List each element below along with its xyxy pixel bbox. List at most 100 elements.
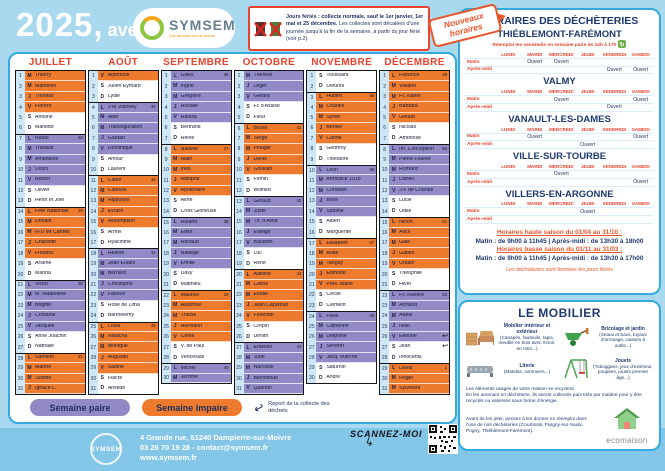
day-letter: M — [27, 83, 32, 90]
mobilier-category-desc: (Toboggans, jeux d'extérieur, poupées, j… — [593, 363, 653, 380]
day-cells: D Venceslas — [170, 352, 231, 364]
calendar-day: 28 M Jude — [234, 352, 304, 364]
crossed-bin-icon — [254, 21, 267, 37]
day-saint-name: Aude — [326, 250, 339, 256]
day-number: 30 — [161, 373, 171, 384]
calendar-day: 6 M Transfiguration — [88, 123, 158, 134]
day-cells: M Brigitte — [25, 300, 85, 312]
calendar-day: 14 J Evrard — [88, 206, 158, 218]
day-letter: L — [173, 72, 177, 79]
schedule-closed-cell — [574, 216, 601, 224]
schedule-open-cell: Ouvert — [601, 67, 628, 75]
calendar-day: 21 L Victor 30 — [16, 279, 85, 291]
day-number: 5 — [161, 112, 171, 124]
day-saint-name: Brice — [326, 198, 339, 204]
day-saint-name: Sabine — [107, 365, 124, 371]
day-number: 26 — [88, 331, 98, 343]
day-letter: D — [100, 93, 105, 100]
day-number: 28 — [161, 352, 171, 364]
day-cells: M Roger — [389, 373, 449, 385]
day-letter: M — [173, 312, 178, 319]
day-number: 6 — [161, 123, 171, 134]
day-saint-name: René — [253, 260, 266, 266]
calendar-day: 6 D Mariette — [16, 123, 85, 134]
day-number: 23 — [234, 300, 244, 312]
calendar-day: 31 D Aristide — [88, 384, 158, 395]
day-cells: L Louis 35 — [97, 322, 158, 332]
calendar-day: 2 J Léger — [234, 81, 304, 92]
day-number: 23 — [380, 300, 390, 312]
day-saint-name: Tanguy — [326, 260, 344, 266]
schedule-day-header: LUNDI — [495, 201, 522, 209]
calendar-day: 3 J Thomas — [16, 91, 85, 103]
day-saint-name: Matthieu — [180, 281, 201, 287]
day-saint-name: Charles — [326, 104, 345, 110]
calendar-day: 11 J Adelphe — [161, 175, 231, 186]
schedule-open-cell: Ouvert — [548, 96, 575, 104]
day-saint-name: Daniel — [399, 177, 414, 183]
day-letter: D — [27, 124, 32, 131]
day-letter: L — [246, 271, 250, 278]
day-number: 8 — [88, 144, 98, 155]
day-saint-name: Claire 33 — [107, 177, 156, 183]
day-cells: M Armand — [389, 300, 449, 312]
day-letter: V — [100, 218, 104, 225]
day-saint-name: Monique — [107, 344, 128, 350]
day-letter: L — [27, 135, 32, 142]
holiday-note: Jours fériés : collecte normale, sauf le… — [286, 14, 424, 42]
schedule-row-label: Matin — [465, 96, 495, 104]
calendar-day: 25 L Louis 35 — [88, 321, 158, 332]
day-letter: M — [245, 135, 251, 142]
day-number: 16 — [234, 227, 244, 238]
calendar-day: 1 L Florence 49 — [380, 71, 449, 82]
mobilier-category-text: Jouets (Toboggans, jeux d'extérieur, poup… — [593, 358, 653, 381]
day-letter: L — [319, 94, 323, 101]
schedule-day-header: SAMEDI — [627, 88, 654, 97]
day-cells: L Émeline 44 — [243, 343, 304, 353]
schedule-corner-cell — [465, 201, 495, 209]
schedule-closed-cell — [574, 179, 601, 187]
day-cells: J Evrard — [97, 206, 158, 218]
calendar-day: 28 D Innocents — [380, 352, 449, 364]
calendar-day: 5 V Raïssa — [161, 112, 231, 124]
calendar-day: 20 S Théophile — [380, 269, 449, 280]
mobilier-category: Bricolage et jardin (Seaux et bacs, tuyau… — [562, 322, 653, 352]
day-number: 2 — [16, 81, 25, 92]
day-letter: S — [27, 187, 32, 194]
day-cells: L J-M Vianney 32 — [97, 103, 158, 113]
day-cells: M Romaric — [389, 164, 449, 176]
day-saint-name: Ingrid — [180, 83, 194, 89]
day-saint-name: Théodore — [326, 156, 349, 162]
day-letter: M — [318, 333, 323, 340]
day-saint-name: Luc — [253, 250, 262, 256]
day-number: 26 — [16, 331, 25, 343]
calendar-day: 5 M Sylvie — [307, 112, 377, 124]
day-letter: M — [100, 344, 105, 351]
day-letter: L — [319, 240, 323, 247]
day-letter: L — [27, 208, 32, 215]
collection-report-arrow-icon: ↩ — [442, 334, 448, 340]
day-saint-name: Hyacinthe — [107, 240, 131, 246]
footer-website: www.symsem.fr — [140, 453, 197, 463]
day-number: 28 — [16, 353, 25, 364]
day-cells: D Wilfried — [243, 185, 304, 197]
day-letter: L — [392, 365, 396, 372]
day-letter: L — [246, 344, 250, 351]
schedule-closed-cell — [601, 134, 628, 142]
calendar-day: 15 L Roland 38 — [161, 217, 231, 228]
calendar-day: 7 J Gaétan — [88, 133, 158, 145]
schedule-closed-cell — [495, 141, 522, 150]
day-saint-name: Ignace L. — [35, 385, 57, 391]
day-cells: S Rose de Lima — [97, 300, 158, 312]
schedule-closed-cell — [574, 104, 601, 112]
day-saint-name: Flora 48 — [326, 313, 375, 319]
schedule-day-header: VENDREDI — [601, 164, 628, 171]
calendar-day: 15 S Albert — [307, 217, 377, 228]
day-cells: D René — [243, 258, 304, 270]
calendar-day: 12 V Apollinaire — [161, 185, 231, 197]
schedule-closed-cell — [627, 208, 654, 217]
schedule-open-cell: Ouvert — [548, 171, 575, 179]
calendar-day: 14 M Juste — [234, 206, 304, 218]
day-letter: J — [173, 177, 177, 184]
day-saint-name: Wilfried — [253, 187, 271, 193]
